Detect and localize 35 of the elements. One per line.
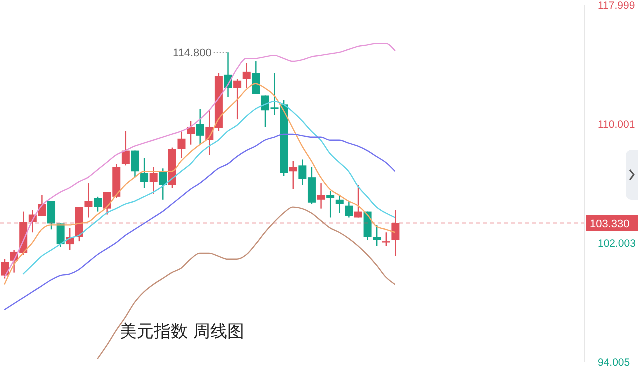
candlestick: [289, 160, 298, 190]
candlestick: [159, 168, 168, 200]
candlestick: [336, 194, 344, 214]
line-series: [97, 206, 396, 360]
line-series: [4, 134, 396, 311]
candlestick: [382, 232, 390, 247]
candlestick: [48, 200, 56, 230]
candlestick: [242, 62, 251, 89]
y-tick-label: 94.005: [598, 357, 630, 369]
y-tick-label: 117.999: [598, 0, 636, 12]
candlestick: [187, 120, 196, 146]
candlestick: [234, 78, 242, 120]
candlestick: [317, 182, 326, 210]
ref-line-label: 103.330: [590, 218, 630, 230]
annotation: 114.800: [172, 48, 212, 60]
candlestick: [373, 224, 382, 247]
candlestick: [94, 196, 102, 212]
candlestick: [131, 150, 140, 178]
candlestick: [196, 108, 204, 146]
y-tick-label: 110.001: [598, 119, 636, 131]
candlestick: [84, 182, 93, 218]
candlestick: [392, 210, 400, 258]
candlestick: [178, 130, 186, 159]
line-series: [4, 43, 396, 278]
candlestick: [354, 184, 362, 218]
candlestick: [252, 60, 260, 95]
candlestick: [122, 130, 130, 166]
candlestick: [326, 190, 335, 218]
candlestick: [56, 223, 65, 248]
y-tick-label: 102.003: [598, 238, 636, 250]
text: 美元指数 周线图: [120, 321, 244, 343]
candlestick: [345, 200, 354, 218]
candlestick: [140, 158, 149, 189]
candlestick: [150, 166, 158, 195]
candlestick: [1, 258, 9, 280]
